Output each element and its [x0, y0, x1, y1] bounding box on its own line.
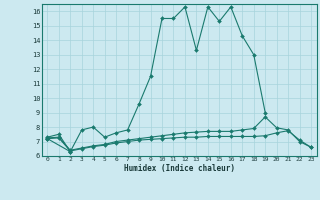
- X-axis label: Humidex (Indice chaleur): Humidex (Indice chaleur): [124, 164, 235, 173]
